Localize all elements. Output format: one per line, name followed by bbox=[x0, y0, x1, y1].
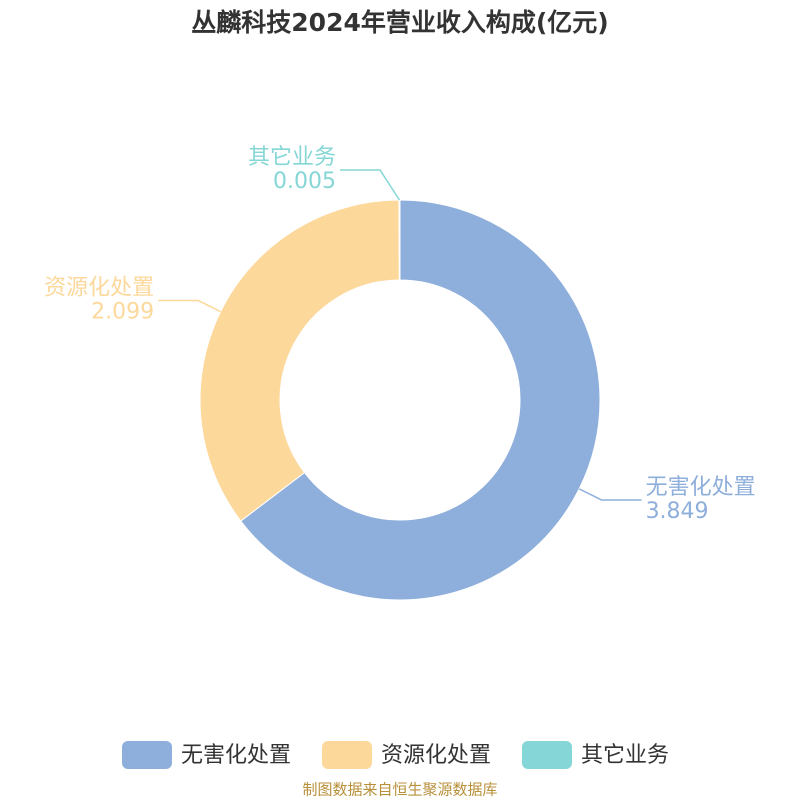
legend-label: 无害化处置 bbox=[181, 743, 291, 768]
legend-label: 资源化处置 bbox=[381, 743, 491, 768]
slice-label: 无害化处置 bbox=[646, 475, 756, 500]
source-note: 制图数据来自恒生聚源数据库 bbox=[302, 781, 497, 799]
donut-slice bbox=[240, 199, 601, 601]
value-label: 3.849 bbox=[646, 499, 709, 524]
legend-swatch bbox=[522, 741, 572, 769]
leader-line bbox=[158, 299, 221, 313]
legend-swatch bbox=[122, 741, 172, 769]
leader-line bbox=[340, 169, 401, 201]
value-label: 2.099 bbox=[91, 300, 154, 325]
legend-label: 其它业务 bbox=[581, 743, 669, 768]
value-label: 0.005 bbox=[273, 169, 336, 194]
chart-title: 丛麟科技2024年营业收入构成(亿元) bbox=[191, 8, 608, 37]
legend-swatch bbox=[322, 741, 372, 769]
slice-label: 资源化处置 bbox=[44, 276, 154, 301]
leader-line bbox=[578, 488, 642, 501]
donut-slice bbox=[398, 199, 401, 281]
donut-slice bbox=[199, 199, 400, 522]
slice-label: 其它业务 bbox=[248, 145, 336, 170]
